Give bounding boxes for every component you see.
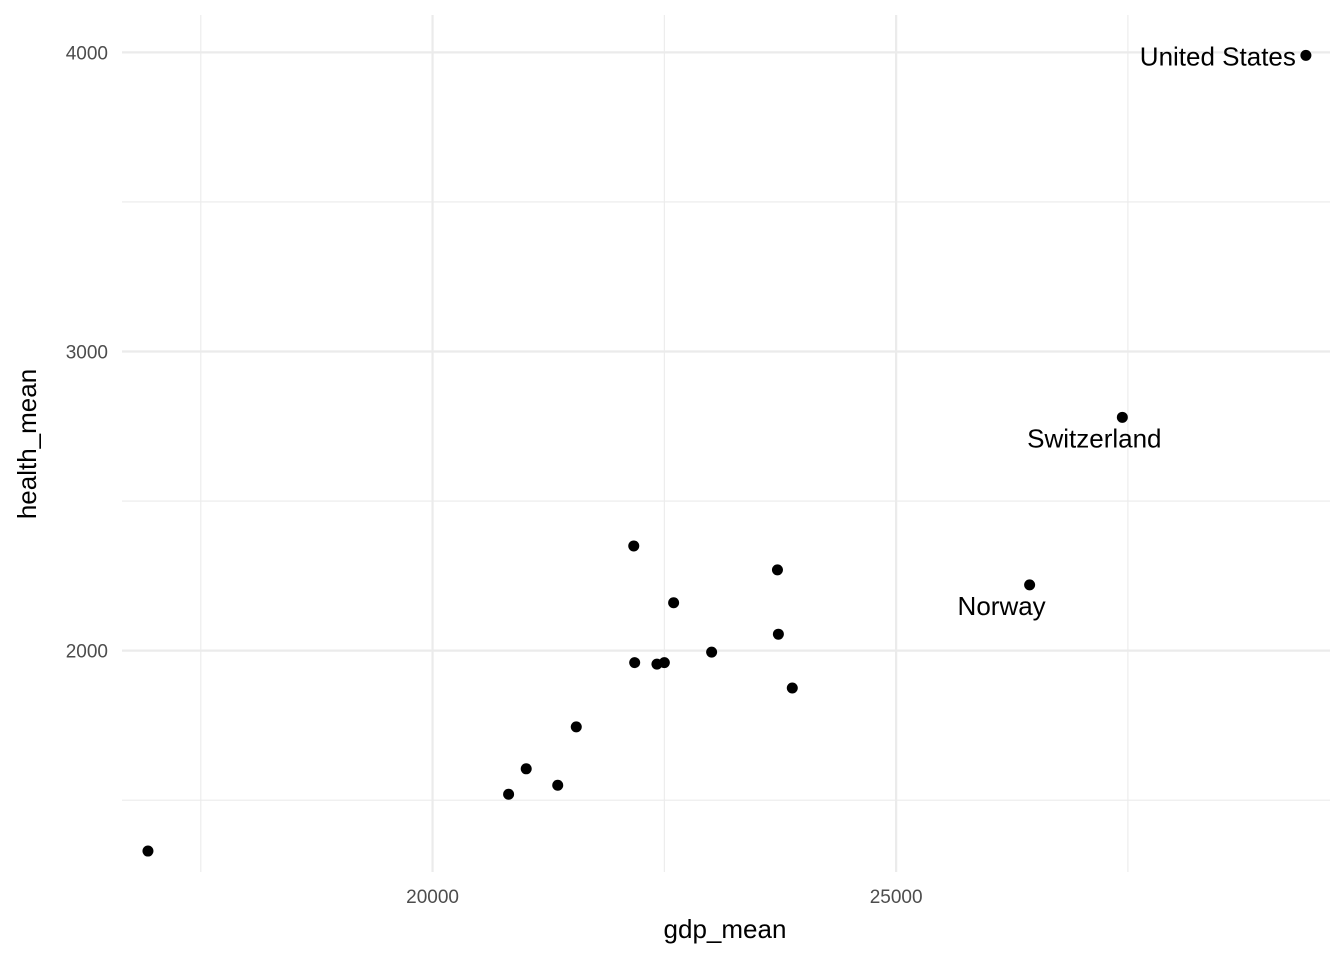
data-point [772, 628, 784, 640]
data-point [706, 646, 718, 658]
y-tick-label: 4000 [66, 43, 108, 64]
data-point [629, 657, 641, 669]
y-axis-title: health_mean [12, 369, 42, 519]
point-label: United States [1140, 41, 1296, 71]
point-label: Norway [958, 591, 1046, 621]
data-point [1116, 411, 1128, 423]
y-tick-label: 3000 [66, 343, 108, 364]
data-point [628, 540, 640, 552]
data-point [503, 788, 515, 800]
data-point [668, 597, 680, 609]
point-label-layer: Norway Switzerland United States [958, 41, 1296, 620]
data-point [771, 564, 783, 576]
x-axis-title: gdp_mean [664, 914, 787, 944]
x-tick-label: 20000 [406, 887, 459, 908]
y-tick-label: 2000 [66, 642, 108, 663]
x-tick-label: 25000 [870, 887, 923, 908]
grid-layer [122, 15, 1330, 872]
data-point [142, 845, 154, 857]
point-label: Switzerland [1027, 423, 1161, 453]
data-point [1024, 579, 1036, 591]
data-point [520, 763, 532, 775]
points-layer [142, 49, 1312, 857]
data-point [552, 779, 564, 791]
data-point [570, 721, 582, 733]
data-point [1300, 49, 1312, 61]
tick-label-layer: 20000 25000 2000 3000 4000 [66, 43, 923, 908]
data-point [658, 657, 670, 669]
data-point [786, 682, 798, 694]
